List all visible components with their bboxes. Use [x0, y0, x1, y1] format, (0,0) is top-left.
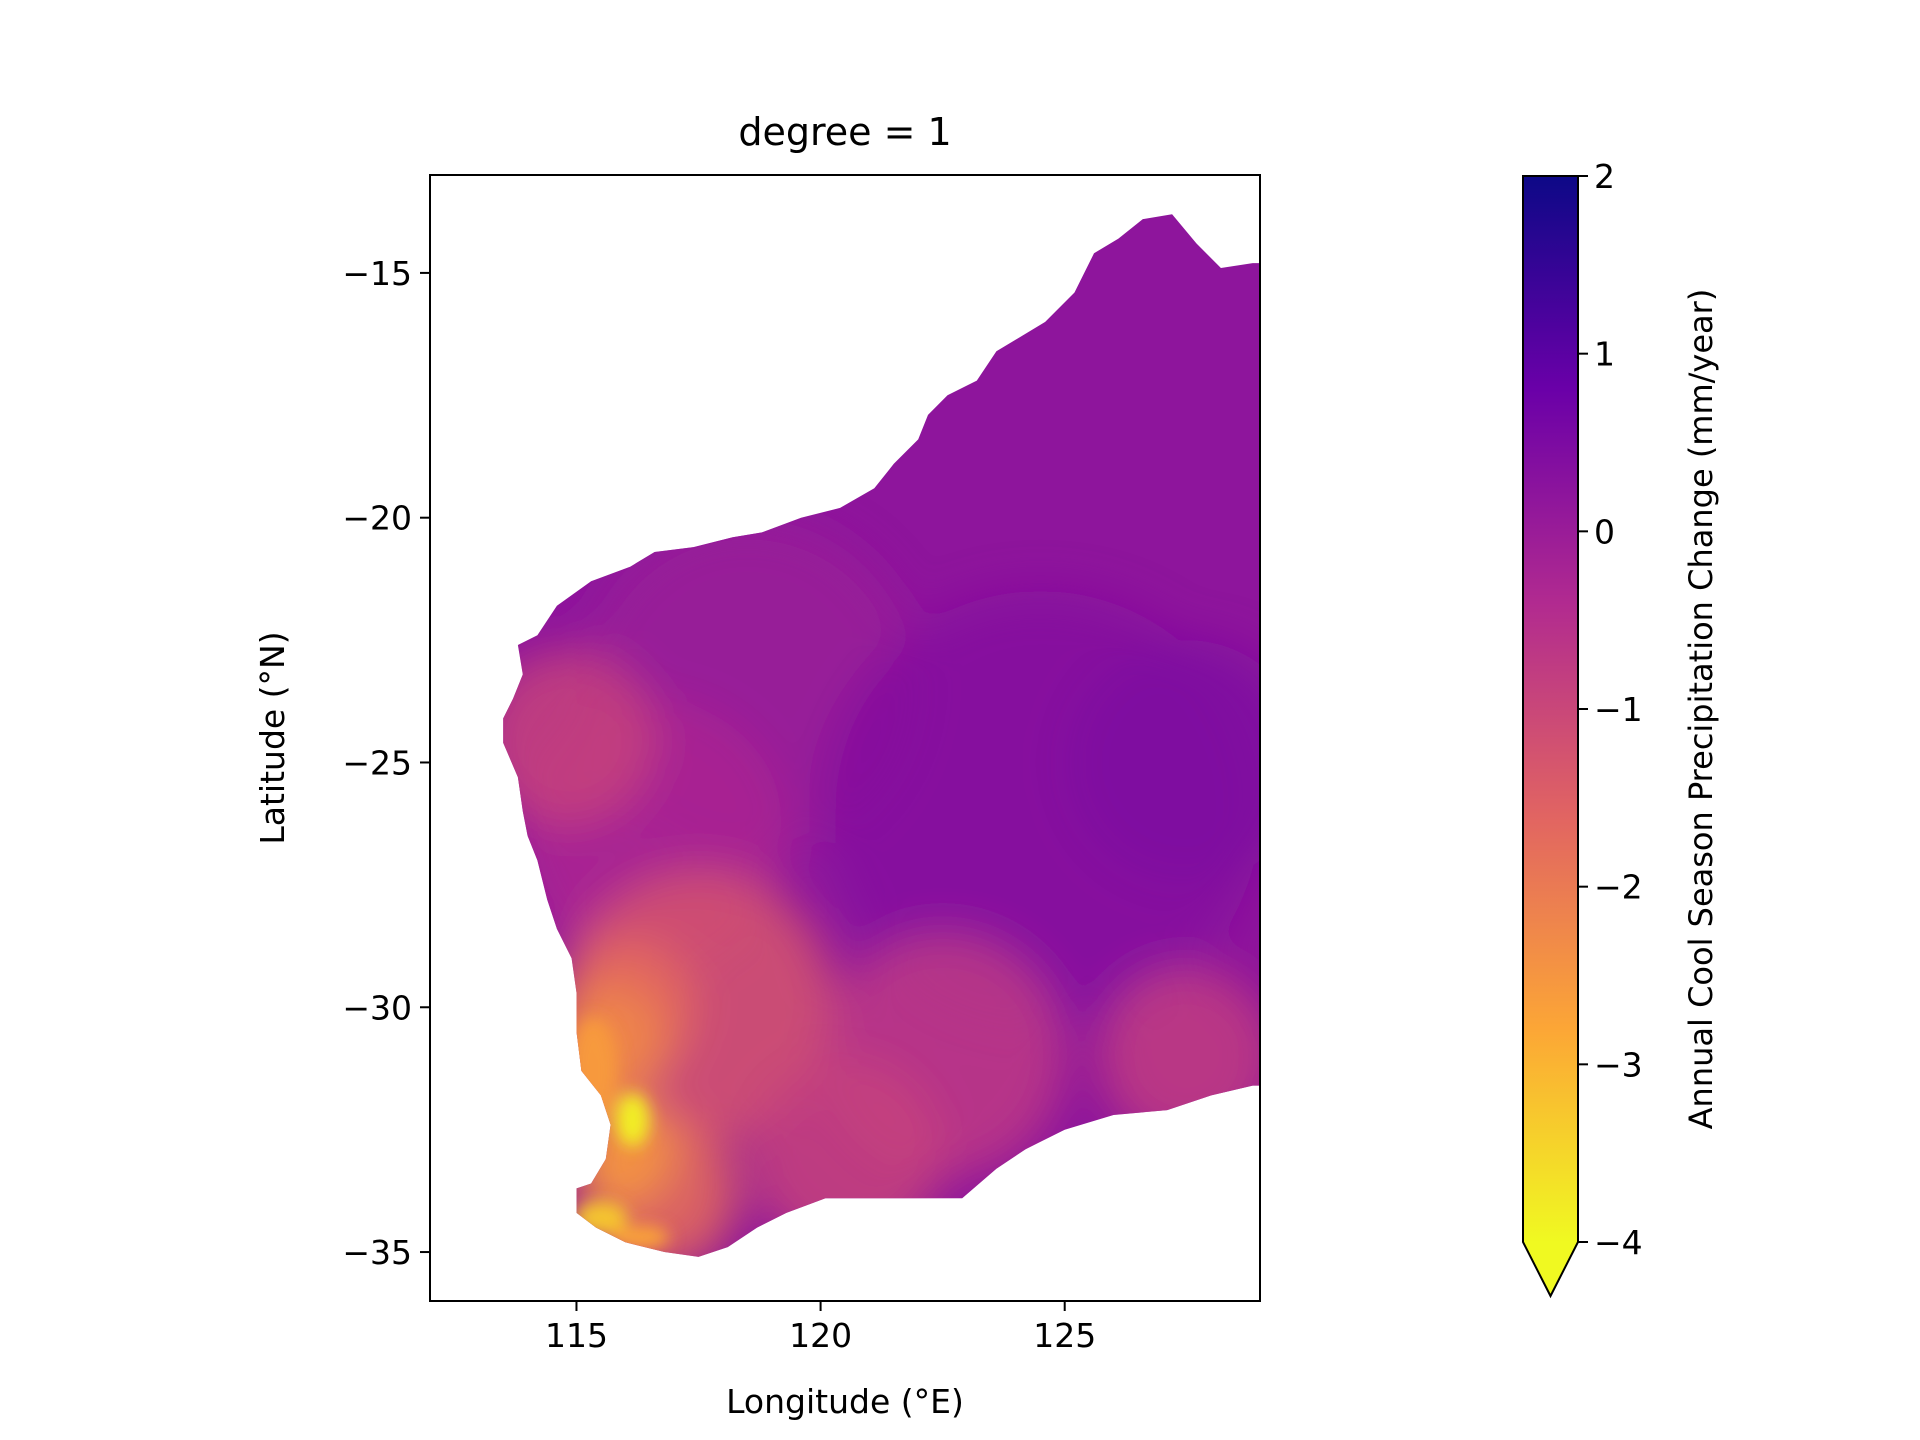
- colorbar: 2 1 0 −1 −2 −3 −4 Annual Cool Season Precipita…: [1522, 157, 1720, 1299]
- x-tick-label: 125: [1033, 1316, 1096, 1355]
- y-tick-label: −15: [342, 254, 412, 293]
- x-axis-label: Longitude (°E): [726, 1382, 964, 1421]
- field-patch: [503, 649, 655, 827]
- colorbar-tick-label: 1: [1594, 335, 1615, 374]
- colorbar-tick-label: −3: [1594, 1045, 1643, 1084]
- field-patch: [1064, 640, 1260, 885]
- colorbar-gradient: [1523, 176, 1578, 1242]
- colorbar-tick-label: 0: [1594, 512, 1615, 551]
- y-axis-label: Latitude (°N): [253, 631, 292, 844]
- axes-frame: [429, 174, 1261, 1302]
- colorbar-extend-min-triangle: [1523, 1242, 1578, 1296]
- y-tick-label: −20: [342, 499, 412, 538]
- x-tick-label: 115: [545, 1316, 608, 1355]
- map-title: degree = 1: [738, 110, 951, 154]
- y-tick-label: −35: [342, 1233, 412, 1272]
- colorbar-label: Annual Cool Season Precipitation Change …: [1682, 289, 1720, 1130]
- colorbar-tick-label: 2: [1594, 157, 1615, 196]
- y-axis: −15 −20 −25 −30 −35: [342, 254, 430, 1272]
- field-patch: [615, 1092, 650, 1147]
- x-tick-label: 120: [789, 1316, 852, 1355]
- colorbar-tick-label: −1: [1594, 690, 1643, 729]
- y-tick-label: −30: [342, 988, 412, 1027]
- x-axis: 115 120 125: [545, 1301, 1096, 1355]
- y-tick-label: −25: [342, 743, 412, 782]
- colorbar-tick-label: −4: [1594, 1223, 1643, 1262]
- colorbar-tick-label: −2: [1594, 868, 1643, 907]
- colorbar-outline: [1522, 175, 1579, 1299]
